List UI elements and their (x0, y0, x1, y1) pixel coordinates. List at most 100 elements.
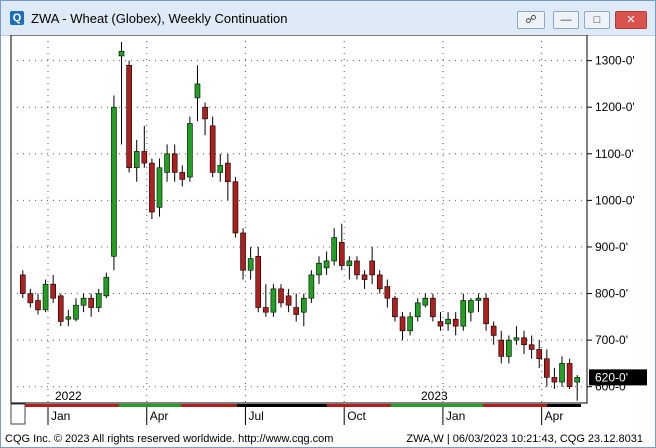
candle-down (149, 162, 155, 213)
x-month-label: Jan (446, 409, 465, 423)
period-strip (181, 404, 237, 407)
candle-down (399, 316, 406, 332)
close-icon[interactable]: ✕ (615, 11, 647, 29)
period-strip (237, 404, 327, 407)
y-tick-label: 1200-0' (595, 100, 635, 114)
candle-up (414, 302, 421, 318)
candle-down (263, 307, 269, 313)
period-strip (391, 404, 483, 407)
candle-down (35, 300, 41, 311)
scroll-handle (10, 403, 26, 425)
title-bar[interactable]: Q ZWA - Wheat (Globex), Weekly Continuat… (1, 1, 655, 36)
candle-up (73, 304, 79, 320)
last-price-box (589, 369, 647, 386)
plot-area (10, 35, 588, 404)
candle-up (308, 274, 315, 299)
candle-down (490, 325, 497, 336)
candle-up (574, 377, 581, 383)
candle-down (209, 125, 216, 173)
x-month-label: Apr (545, 409, 564, 423)
candle-down (255, 255, 262, 308)
candle-up (506, 339, 512, 357)
candle-up (111, 106, 117, 257)
candle-down (57, 295, 64, 322)
window-title: ZWA - Wheat (Globex), Weekly Continuatio… (31, 11, 288, 26)
candle-down (536, 349, 543, 360)
candle-down (179, 172, 186, 180)
candle-down (278, 288, 284, 304)
candle-down (566, 363, 573, 387)
copyright-text: CQG Inc. © 2023 All rights reserved worl… (5, 433, 334, 445)
chart-app-icon: Q (10, 11, 24, 25)
x-year-label: 2022 (55, 389, 82, 403)
candle-down (551, 377, 558, 383)
candle-up (42, 283, 49, 311)
status-text: ZWA,W | 06/03/2023 10:21:43, CQG 23.12.8… (406, 433, 643, 445)
candlestick-chart[interactable]: 600-0'700-0'800-0'900-0'1000-0'1100-0'12… (1, 35, 655, 427)
candle-up (513, 337, 520, 341)
candle-down (392, 297, 398, 318)
candle-down (27, 293, 34, 304)
candle-up (80, 297, 87, 306)
period-strip (327, 404, 391, 407)
candle-down (384, 286, 391, 299)
x-month-label: Apr (150, 409, 169, 423)
candle-down (361, 274, 368, 280)
period-strip (483, 404, 547, 407)
candle-up (95, 293, 102, 308)
candle-down (521, 337, 527, 346)
candle-up (194, 83, 201, 99)
candle-up (133, 151, 140, 169)
link-icon[interactable]: ☍ (517, 11, 545, 29)
candle-down (171, 153, 178, 173)
y-tick-label: 1300-0' (595, 54, 635, 68)
x-month-label: Jan (51, 409, 70, 423)
candle-down (232, 181, 239, 234)
candle-up (103, 276, 110, 297)
y-tick-label: 700-0' (595, 333, 628, 347)
candle-up (422, 297, 429, 306)
y-tick-label: 1100-0' (595, 147, 634, 161)
candle-up (559, 363, 565, 383)
candle-up (300, 297, 307, 313)
candle-up (468, 300, 474, 313)
candle-down (544, 358, 550, 378)
y-tick-label: 1000-0' (595, 193, 635, 207)
candle-down (19, 274, 26, 294)
candle-down (88, 297, 94, 308)
period-strip (119, 404, 181, 407)
candle-up (460, 300, 467, 327)
x-year-label: 2023 (421, 389, 448, 403)
candle-down (293, 307, 300, 315)
period-strip (25, 404, 119, 407)
candle-up (331, 237, 337, 262)
candle-up (247, 258, 254, 271)
period-strip (547, 404, 581, 407)
candle-down (528, 344, 535, 350)
candle-up (156, 167, 163, 208)
candle-down (430, 297, 436, 318)
candle-up (323, 260, 330, 269)
candle-up (217, 165, 224, 173)
candle-up (475, 297, 482, 301)
candle-up (187, 123, 193, 178)
maximize-icon[interactable]: □ (584, 11, 610, 29)
candle-up (118, 51, 125, 57)
candle-up (407, 316, 413, 332)
candle-down (285, 295, 292, 306)
minimize-icon[interactable]: — (553, 11, 579, 29)
last-price-label: 620-0' (595, 370, 628, 384)
candle-down (126, 64, 132, 169)
y-tick-label: 900-0' (595, 240, 628, 254)
candle-down (354, 260, 360, 276)
y-tick-label: 800-0' (595, 287, 628, 301)
candle-down (225, 162, 231, 183)
candle-up (270, 288, 277, 313)
candle-up (164, 153, 170, 173)
candle-down (240, 232, 246, 271)
candle-down (376, 274, 383, 290)
candle-down (369, 260, 375, 276)
candle-down (50, 283, 56, 299)
candle-down (141, 151, 148, 164)
